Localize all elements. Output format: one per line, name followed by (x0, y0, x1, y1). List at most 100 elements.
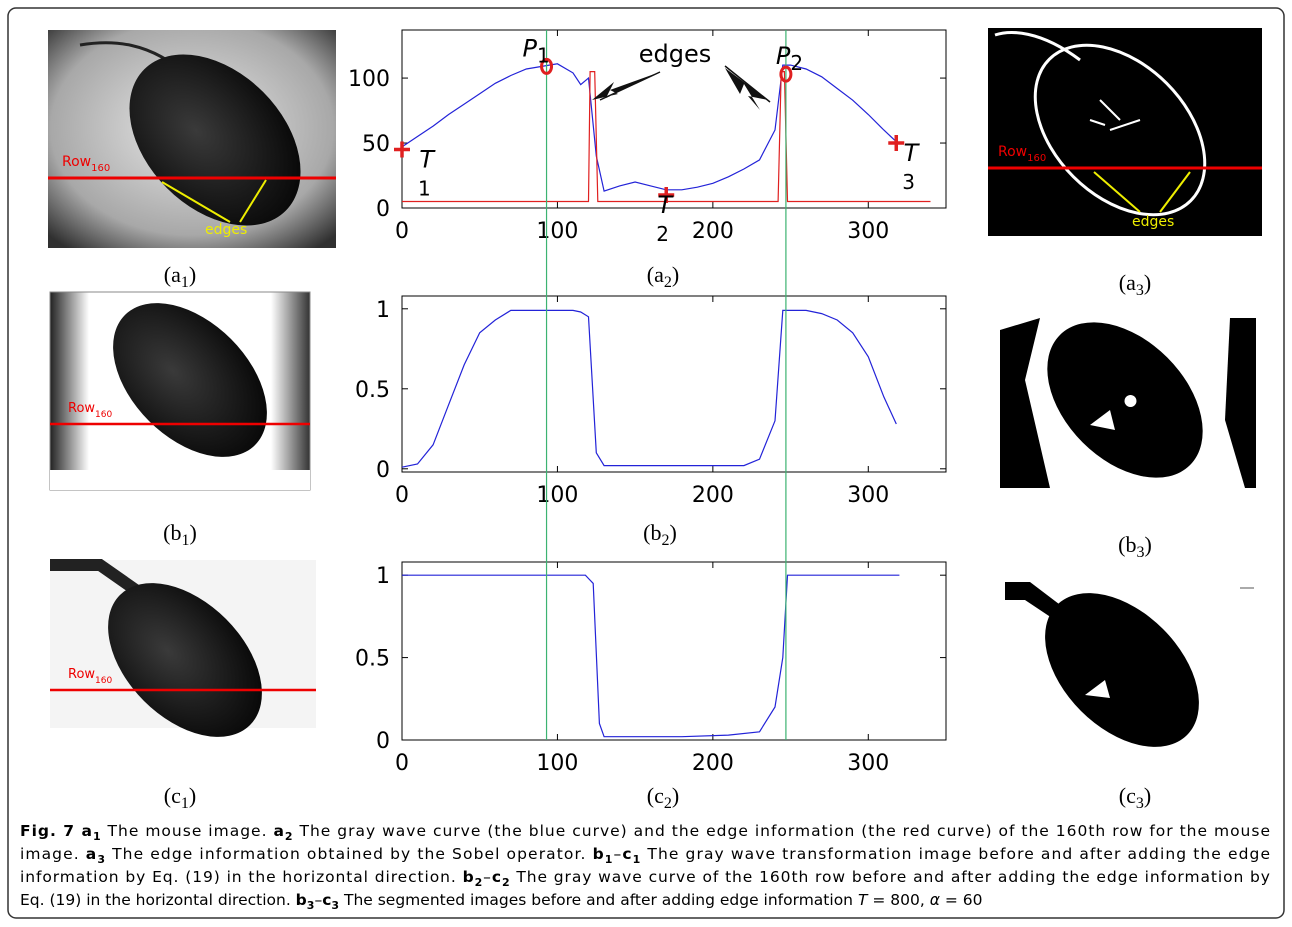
caption-text: 3 (331, 899, 339, 912)
y-tick-label: 0.5 (355, 378, 390, 403)
caption-text: a (273, 822, 283, 840)
panel-label-close: ) (1144, 270, 1151, 295)
caption-text: The mouse image. (102, 822, 273, 840)
x-tick-label: 0 (395, 219, 409, 244)
x-tick-label: 300 (847, 483, 889, 508)
edges-label: edges (205, 222, 247, 238)
row-text: Row (62, 154, 91, 170)
row-sub: 160 (95, 410, 112, 420)
row-text: Row (68, 401, 95, 416)
marker-label-sub: 2 (790, 51, 803, 75)
y-tick-label: 0 (376, 458, 390, 483)
caption-text: 1 (93, 830, 101, 843)
row-text: Row (68, 667, 95, 682)
caption-text: information by Eq. (19) in the horizonta… (20, 868, 462, 886)
row-label: Row160 (68, 667, 112, 686)
marker (540, 57, 554, 75)
caption-text: a (82, 822, 92, 840)
marker-label-sub: 2 (656, 222, 669, 246)
panel-label: (b2) (643, 520, 677, 549)
plot-box (401, 29, 947, 209)
annotation-arrow (599, 71, 661, 101)
row-sub: 160 (91, 163, 110, 174)
marker (394, 141, 410, 158)
caption-text: Fig. 7 (20, 822, 81, 840)
caption-text: image. (20, 845, 85, 863)
caption-text: b (463, 868, 474, 886)
panel-label-sub: 3 (1136, 795, 1144, 812)
x-tick-label: 200 (692, 751, 734, 776)
panel-label-close: ) (1144, 783, 1151, 808)
caption-text: b (296, 891, 307, 909)
panel-label-sub: 3 (1137, 544, 1145, 561)
caption-text: 1 (633, 853, 641, 866)
marker-label-main: T (904, 139, 921, 167)
caption-text: 3 (307, 899, 315, 912)
panel-label: (c2) (647, 783, 679, 812)
panel-label-main: (c (164, 783, 181, 808)
data-line (402, 574, 900, 738)
image-b3 (1000, 318, 1256, 488)
x-tick-label: 300 (847, 751, 889, 776)
image-a3: Row160 edges (988, 28, 1262, 236)
caption-text: Eq. (19) in the horizontal direction. (20, 891, 296, 909)
marker-label-main: P (776, 42, 791, 70)
caption-text: a (86, 845, 96, 863)
panel-label-sub: 1 (182, 532, 190, 549)
panel-label-close: ) (1145, 532, 1152, 557)
caption-line: information by Eq. (19) in the horizonta… (20, 868, 1270, 889)
caption-text: – (483, 868, 491, 886)
caption-text: The gray wave curve of the 160th row bef… (511, 868, 1270, 886)
y-tick-label: 100 (348, 67, 390, 92)
image-a1: Row160 edges (48, 30, 336, 248)
caption-text: b (593, 845, 604, 863)
x-tick-label: 100 (536, 219, 578, 244)
annotation-arrow (724, 65, 771, 103)
panel-label-close: ) (189, 783, 196, 808)
caption-text: c (622, 845, 631, 863)
y-tick-label: 0 (376, 197, 390, 222)
caption-text: T (858, 891, 869, 909)
caption-text: 2 (475, 876, 483, 889)
annotation-arrow (592, 72, 660, 100)
caption-text: 3 (97, 853, 105, 866)
y-tick-label: 1 (376, 298, 390, 323)
caption-text: = 800, (867, 891, 929, 909)
caption-text: The gray wave transformation image befor… (641, 845, 1270, 863)
panel-label-close: ) (670, 520, 677, 545)
panel-label: (b3) (1118, 532, 1152, 561)
data-line (401, 309, 897, 468)
marker (888, 135, 905, 152)
row-sub: 160 (95, 676, 112, 686)
panel-label: (a3) (1119, 270, 1151, 299)
row-label: Row160 (62, 154, 110, 174)
row-label: Row160 (68, 401, 112, 420)
x-tick-label: 0 (395, 483, 409, 508)
caption-text: The segmented images before and after ad… (339, 891, 858, 909)
panel-label-main: (c (1119, 783, 1136, 808)
marker (779, 65, 793, 83)
caption-text: c (322, 891, 331, 909)
caption-text: 1 (605, 853, 613, 866)
x-tick-label: 200 (692, 219, 734, 244)
caption-line: image. a3 The edge information obtained … (20, 845, 1270, 866)
x-tick-label: 100 (536, 751, 578, 776)
caption-text: – (314, 891, 322, 909)
panel-label-sub: 3 (1136, 282, 1144, 299)
marker-label-main: T (658, 191, 675, 219)
caption-line: Eq. (19) in the horizontal direction. b3… (20, 891, 982, 912)
y-tick-label: 1 (376, 564, 390, 589)
x-tick-label: 300 (847, 219, 889, 244)
caption-text: The edge information obtained by the Sob… (106, 845, 591, 863)
panel-label-main: (a (1119, 270, 1136, 295)
x-tick-label: 100 (536, 483, 578, 508)
image-c3 (1005, 582, 1254, 747)
panel-label: (a2) (647, 262, 679, 291)
caption-text: The gray wave curve (the blue curve) and… (294, 822, 1270, 840)
panel-label-close: ) (190, 520, 197, 545)
panel-label-main: (c (647, 783, 664, 808)
